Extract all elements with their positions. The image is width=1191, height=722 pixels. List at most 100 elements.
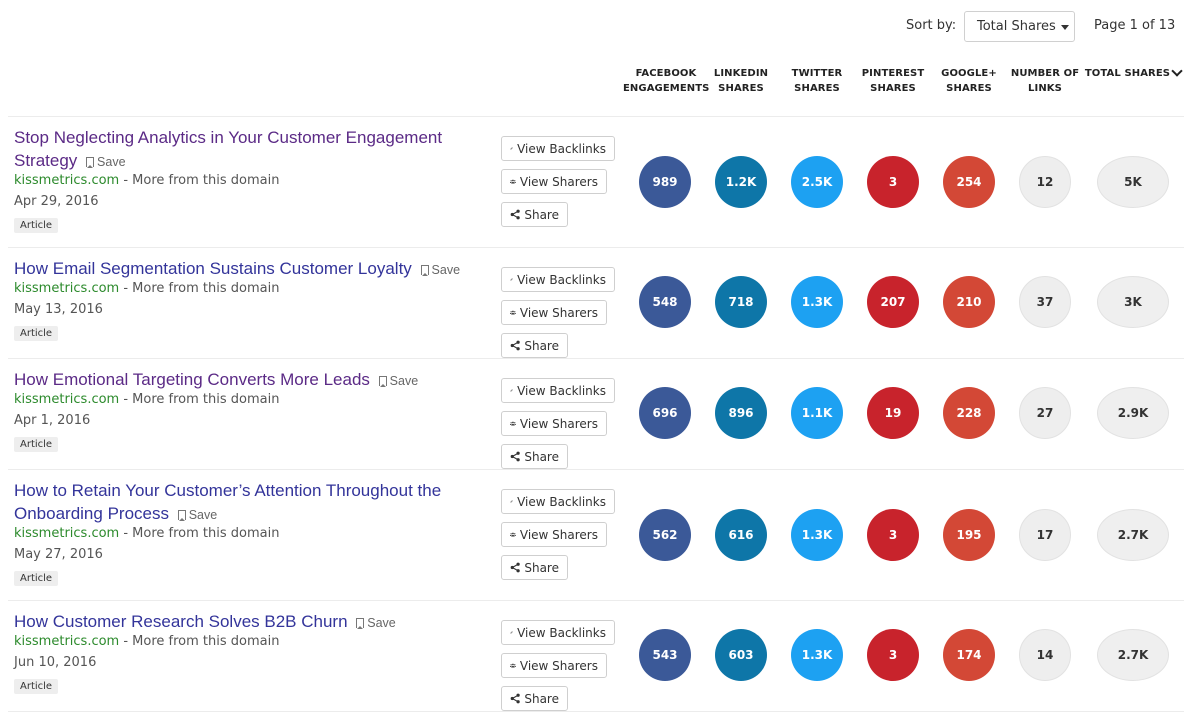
column-header-links[interactable]: NUMBER OF LINKS [1010, 68, 1080, 94]
row-divider [8, 711, 1184, 722]
metric-links[interactable]: 37 [1019, 276, 1071, 328]
result-row: How Email Segmentation Sustains Customer… [8, 247, 1184, 359]
view-backlinks-button[interactable]: View Backlinks [501, 378, 615, 403]
metric-twitter[interactable]: 1.3K [791, 276, 843, 328]
article-domain-link[interactable]: kissmetrics.com [14, 173, 120, 188]
metric-facebook[interactable]: 562 [639, 509, 691, 561]
metric-google[interactable]: 228 [943, 387, 995, 439]
share-label: Share [524, 560, 559, 575]
metric-links[interactable]: 17 [1019, 509, 1071, 561]
metric-links[interactable]: 27 [1019, 387, 1071, 439]
metric-pinterest[interactable]: 3 [867, 629, 919, 681]
metric-linkedin[interactable]: 603 [715, 629, 767, 681]
article-domain-link[interactable]: kissmetrics.com [14, 392, 120, 407]
metric-twitter[interactable]: 2.5K [791, 156, 843, 208]
metric-pinterest[interactable]: 207 [867, 276, 919, 328]
sort-dropdown[interactable]: Total Shares [964, 11, 1075, 42]
share-button[interactable]: Share [501, 555, 568, 580]
result-row: Stop Neglecting Analytics in Your Custom… [8, 116, 1184, 248]
view-backlinks-label: View Backlinks [517, 625, 606, 640]
view-sharers-button[interactable]: View Sharers [501, 411, 607, 436]
share-button[interactable]: Share [501, 686, 568, 711]
article-title-link[interactable]: How Customer Research Solves B2B Churn [14, 612, 348, 631]
view-sharers-button[interactable]: View Sharers [501, 522, 607, 547]
metric-google[interactable]: 174 [943, 629, 995, 681]
metric-pinterest[interactable]: 19 [867, 387, 919, 439]
metric-facebook[interactable]: 989 [639, 156, 691, 208]
caret-down-icon [1060, 25, 1069, 30]
share-button[interactable]: Share [501, 333, 568, 358]
share-icon [510, 209, 520, 220]
metric-google[interactable]: 195 [943, 509, 995, 561]
save-button[interactable]: Save [352, 616, 396, 630]
view-sharers-label: View Sharers [519, 658, 598, 673]
metric-links[interactable]: 14 [1019, 629, 1071, 681]
column-header-total[interactable]: TOTAL SHARES [1083, 65, 1183, 81]
bookmark-icon [356, 618, 365, 630]
metric-pinterest[interactable]: 3 [867, 509, 919, 561]
metric-twitter[interactable]: 1.1K [791, 387, 843, 439]
more-from-domain-link[interactable]: - More from this domain [119, 173, 280, 188]
article-title-link[interactable]: Stop Neglecting Analytics in Your Custom… [14, 128, 443, 170]
metric-total-shares: 2.7K [1097, 509, 1169, 561]
metric-google[interactable]: 254 [943, 156, 995, 208]
share-label: Share [524, 691, 559, 706]
metric-facebook[interactable]: 543 [639, 629, 691, 681]
share-label: Share [524, 207, 559, 222]
article-title-link[interactable]: How Email Segmentation Sustains Customer… [14, 259, 412, 278]
view-backlinks-label: View Backlinks [517, 141, 606, 156]
share-label: Share [524, 338, 559, 353]
metric-pinterest[interactable]: 3 [867, 156, 919, 208]
metric-facebook[interactable]: 548 [639, 276, 691, 328]
column-header-google[interactable]: GOOGLE+ SHARES [941, 68, 997, 94]
view-sharers-button[interactable]: View Sharers [501, 653, 607, 678]
save-button[interactable]: Save [417, 263, 460, 277]
view-backlinks-button[interactable]: View Backlinks [501, 136, 615, 161]
more-from-domain-link[interactable]: - More from this domain [119, 526, 280, 541]
share-button[interactable]: Share [501, 202, 568, 227]
result-row: How Emotional Targeting Converts More Le… [8, 358, 1184, 470]
metric-linkedin[interactable]: 616 [715, 509, 767, 561]
view-sharers-button[interactable]: View Sharers [501, 300, 607, 325]
column-header-facebook[interactable]: FACEBOOK ENGAGEMENTS [623, 68, 710, 94]
save-button[interactable]: Save [174, 508, 217, 522]
share-icon [510, 340, 520, 351]
metric-links[interactable]: 12 [1019, 156, 1071, 208]
metric-twitter[interactable]: 1.3K [791, 509, 843, 561]
article-domain-link[interactable]: kissmetrics.com [14, 281, 120, 296]
article-type-badge: Article [14, 679, 59, 694]
metric-linkedin[interactable]: 1.2K [715, 156, 767, 208]
save-button[interactable]: Save [82, 155, 126, 169]
article-domain-link[interactable]: kissmetrics.com [14, 526, 120, 541]
view-sharers-button[interactable]: View Sharers [501, 169, 607, 194]
column-header-twitter[interactable]: TWITTER SHARES [791, 68, 843, 94]
view-backlinks-button[interactable]: View Backlinks [501, 267, 615, 292]
view-sharers-label: View Sharers [519, 416, 598, 431]
article-title-link[interactable]: How Emotional Targeting Converts More Le… [14, 370, 370, 389]
link-icon [510, 389, 513, 392]
more-from-domain-link[interactable]: - More from this domain [119, 281, 280, 296]
more-from-domain-link[interactable]: - More from this domain [119, 634, 280, 649]
article-date: Jun 10, 2016 [14, 655, 97, 670]
share-icon [510, 693, 520, 704]
article-domain-link[interactable]: kissmetrics.com [14, 634, 120, 649]
save-label: Save [97, 155, 126, 169]
view-backlinks-button[interactable]: View Backlinks [501, 489, 615, 514]
metric-twitter[interactable]: 1.3K [791, 629, 843, 681]
view-backlinks-button[interactable]: View Backlinks [501, 620, 615, 645]
article-type-badge: Article [14, 437, 59, 452]
metric-linkedin[interactable]: 896 [715, 387, 767, 439]
metric-linkedin[interactable]: 718 [715, 276, 767, 328]
share-button[interactable]: Share [501, 444, 568, 469]
save-button[interactable]: Save [375, 374, 418, 388]
metric-facebook[interactable]: 696 [639, 387, 691, 439]
column-header-linkedin[interactable]: LINKEDIN SHARES [713, 68, 769, 94]
link-icon [510, 278, 513, 281]
users-icon [510, 310, 516, 315]
column-header-pinterest[interactable]: PINTEREST SHARES [861, 68, 925, 94]
more-from-domain-link[interactable]: - More from this domain [119, 392, 280, 407]
metric-google[interactable]: 210 [943, 276, 995, 328]
article-title-link[interactable]: How to Retain Your Customer’s Attention … [14, 481, 442, 523]
sort-label: Sort by: [906, 18, 957, 33]
